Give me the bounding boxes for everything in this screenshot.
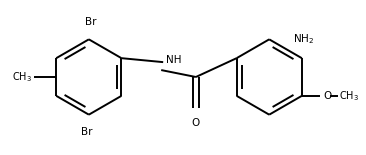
Text: O: O [324, 91, 332, 101]
Text: Br: Br [81, 126, 93, 137]
Text: O: O [192, 118, 200, 128]
Text: NH$_2$: NH$_2$ [293, 33, 314, 46]
Text: CH$_3$: CH$_3$ [12, 70, 33, 84]
Text: Br: Br [85, 18, 97, 27]
Text: NH: NH [166, 55, 182, 65]
Text: CH$_3$: CH$_3$ [340, 89, 359, 103]
